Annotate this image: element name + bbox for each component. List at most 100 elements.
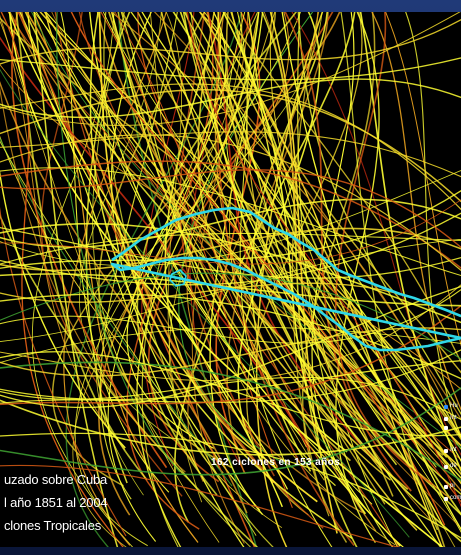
- legend-label: Int: [450, 415, 457, 421]
- cyclone-track: [24, 12, 461, 516]
- cyclone-track: [404, 12, 461, 439]
- cyclone-track: [229, 12, 325, 481]
- cyclone-track: [225, 12, 394, 497]
- legend-item: dé: [444, 462, 457, 471]
- cyclone-track: [0, 227, 461, 279]
- cyclone-track: [385, 12, 461, 347]
- cyclone-track: [0, 134, 461, 272]
- cyclone-track: [0, 20, 220, 543]
- caption-line: uzado sobre Cuba: [4, 472, 108, 487]
- cyclone-track: [0, 170, 461, 267]
- legend-label: dé: [450, 463, 457, 469]
- cyclone-track: [0, 361, 461, 482]
- cyclone-track: [217, 12, 461, 447]
- cyclone-track: [0, 18, 461, 65]
- legend-item: Int: [444, 446, 457, 455]
- legend-swatch: [444, 448, 448, 453]
- cyclone-track: [183, 12, 461, 495]
- tracks-layer: [0, 12, 461, 547]
- cyclone-track: [0, 170, 126, 449]
- cyclone-track: [0, 327, 461, 377]
- cyclone-track: [164, 12, 266, 460]
- cyclone-track: [43, 12, 461, 470]
- cyclone-track: [215, 12, 261, 450]
- cyclone-track: [0, 351, 461, 437]
- cyclone-track: [0, 212, 461, 286]
- cyclone-track: [45, 12, 443, 525]
- cyclone-track: [8, 12, 444, 547]
- legend-swatch: [444, 464, 448, 469]
- cyclone-track: [0, 222, 461, 324]
- legend-item: pi: [444, 482, 455, 491]
- cyclone-track: [0, 360, 461, 401]
- cyclone-track: [0, 68, 410, 538]
- cyclone-track: [255, 12, 324, 547]
- legend-label: pi: [450, 483, 455, 489]
- cyclone-track: [0, 140, 257, 536]
- cyclone-track: [0, 57, 461, 81]
- legend-item: Int: [444, 414, 457, 423]
- cyclone-track: [0, 227, 461, 272]
- legend-swatch: [444, 426, 448, 430]
- cyclone-track: [0, 198, 461, 248]
- legend-label: Hu: [450, 403, 458, 409]
- cyclone-track: [334, 12, 433, 485]
- cyclone-track: [340, 12, 438, 531]
- cyclone-count-label: 162 ciclones en 153 años: [211, 457, 341, 468]
- cyclone-track: [0, 206, 127, 537]
- cyclone-track: [33, 12, 119, 547]
- legend-swatch: [444, 484, 448, 489]
- isla-de-la-juventud-outline: [169, 269, 187, 287]
- legend-label: Int: [450, 447, 457, 453]
- cyclone-track: [0, 293, 461, 380]
- cyclone-track: [0, 288, 461, 344]
- cyclone-track: [0, 464, 400, 547]
- cyclone-track: [0, 169, 461, 249]
- cyclone-track: [0, 189, 461, 269]
- cyclone-track: [0, 131, 461, 178]
- cyclone-track: [0, 12, 461, 126]
- cuba-outline: [110, 206, 461, 352]
- cyclone-track: [0, 12, 125, 547]
- cyclone-track: [0, 80, 248, 514]
- cyclone-track: [56, 12, 181, 473]
- cyclone-track: [60, 12, 170, 493]
- cyclone-track: [8, 12, 283, 508]
- cyclone-track: [130, 12, 442, 547]
- cyclone-track: [0, 284, 461, 382]
- cyclone-track: [0, 273, 461, 307]
- cyclone-track: [0, 304, 461, 406]
- cyclone-track: [0, 399, 461, 456]
- cyclone-track: [0, 89, 461, 203]
- cyclone-track: [301, 12, 376, 543]
- caption-line: l año 1851 al 2004: [4, 495, 108, 510]
- legend-item: com: [444, 494, 461, 503]
- legend-item: [444, 426, 450, 430]
- cyclone-track: [25, 12, 274, 484]
- cyclone-track: [89, 12, 353, 540]
- cyclone-track: [0, 167, 461, 277]
- legend-swatch: [444, 496, 448, 501]
- cyclone-track: [246, 12, 383, 471]
- cyclone-track: [27, 12, 289, 490]
- cyclone-track: [147, 12, 334, 483]
- cyclone-track: [45, 12, 461, 485]
- cyclone-track: [224, 12, 461, 364]
- cyclone-track: [0, 83, 461, 211]
- cyclone-track: [183, 12, 461, 439]
- cyclone-track: [198, 12, 461, 476]
- cyclone-track: [108, 12, 351, 462]
- cyclone-track: [110, 12, 461, 437]
- cyclone-track: [371, 12, 461, 411]
- cyclone-track: [359, 12, 461, 473]
- cyclone-track: [207, 12, 388, 473]
- cyclone-track: [0, 349, 461, 404]
- cyclone-track: [0, 432, 461, 539]
- cyclone-track: [51, 12, 461, 529]
- legend-swatch: [444, 416, 448, 421]
- caption-line: clones Tropicales: [4, 518, 102, 533]
- cyclone-track: [207, 12, 456, 547]
- cyclone-track: [121, 12, 446, 547]
- legend-item: Hu: [444, 402, 458, 411]
